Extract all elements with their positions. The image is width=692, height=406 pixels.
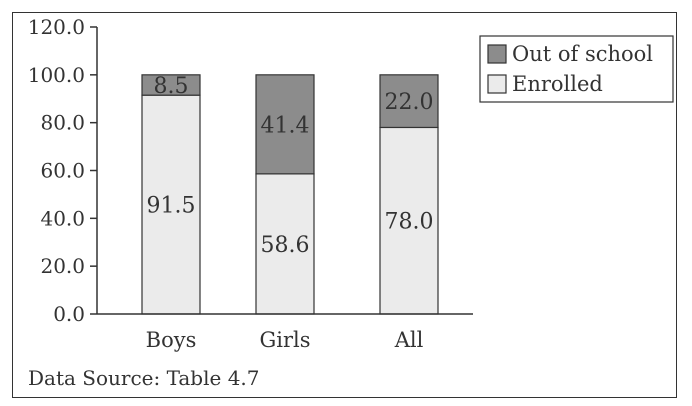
source-note: Data Source: Table 4.7 [28,366,260,390]
y-tick-label: 80.0 [40,111,85,135]
legend-label: Out of school [512,42,653,66]
y-tick-label: 60.0 [40,159,85,183]
legend-swatch [487,74,507,94]
x-category-label: Boys [146,328,197,352]
data-label: 78.0 [385,210,434,235]
data-label: 8.5 [154,74,189,99]
data-label: 22.0 [385,90,434,115]
y-tick-label: 40.0 [40,206,85,230]
legend-label: Enrolled [512,72,603,96]
x-axis: Boys Girls All [97,313,473,352]
bar-segment-enrolled [141,94,201,315]
data-label: 91.5 [147,194,196,219]
bar-segment-enrolled [379,126,439,315]
legend: Out of school Enrolled [479,35,674,103]
bar-segment-out-of-school [379,74,439,129]
bars: 91.5 8.5 58.6 41.4 78.0 22.0 [141,74,439,315]
bar-segment-out-of-school [255,74,315,175]
x-category-label: Girls [259,328,310,352]
y-tick-label: 100.0 [28,63,85,87]
data-label: 41.4 [261,113,310,138]
y-tick-label: 120.0 [28,15,85,39]
y-tick-label: 0.0 [53,302,85,326]
x-category-label: All [394,328,424,352]
data-label: 58.6 [261,233,310,258]
bar-segment-out-of-school [141,74,201,96]
y-axis: 0.0 20.0 40.0 60.0 80.0 100.0 120.0 [28,15,98,326]
legend-swatch [487,44,507,64]
bar-segment-enrolled [255,173,315,315]
y-tick-label: 20.0 [40,254,85,278]
legend-box [479,35,674,103]
